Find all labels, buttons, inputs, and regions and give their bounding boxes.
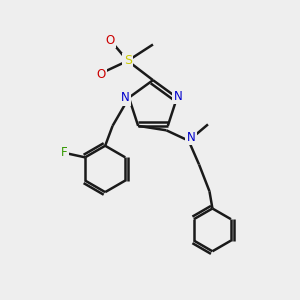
Text: S: S	[124, 54, 132, 67]
Text: O: O	[105, 34, 115, 46]
Text: N: N	[121, 91, 130, 104]
Text: N: N	[187, 131, 195, 144]
Text: N: N	[174, 90, 183, 103]
Text: F: F	[61, 146, 68, 159]
Text: O: O	[96, 68, 106, 81]
